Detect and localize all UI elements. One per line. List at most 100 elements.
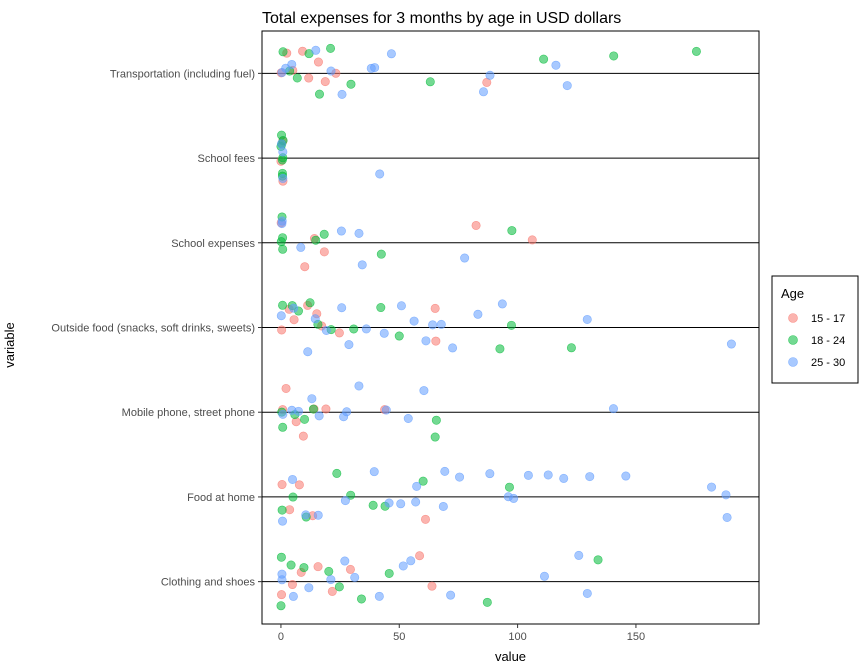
data-point-18-24 bbox=[319, 229, 329, 239]
data-point-25-30 bbox=[384, 498, 394, 508]
x-tick-label: 150 bbox=[627, 631, 645, 643]
data-point-25-30 bbox=[722, 512, 732, 522]
data-point-25-30 bbox=[411, 497, 421, 507]
data-point-15-17 bbox=[471, 220, 481, 230]
data-point-25-30 bbox=[721, 490, 731, 500]
legend-key bbox=[788, 313, 798, 323]
data-point-15-17 bbox=[415, 551, 425, 561]
data-point-18-24 bbox=[384, 568, 394, 578]
x-axis-title: value bbox=[495, 649, 526, 664]
data-point-25-30 bbox=[277, 575, 287, 585]
data-point-25-30 bbox=[419, 386, 429, 396]
data-point-25-30 bbox=[326, 575, 336, 585]
data-point-18-24 bbox=[566, 343, 576, 353]
data-point-25-30 bbox=[304, 583, 314, 593]
data-point-25-30 bbox=[562, 81, 572, 91]
data-point-18-24 bbox=[276, 237, 286, 247]
data-point-25-30 bbox=[403, 413, 413, 423]
data-point-25-30 bbox=[277, 219, 287, 229]
data-point-25-30 bbox=[296, 242, 306, 252]
data-point-25-30 bbox=[460, 253, 470, 263]
data-point-18-24 bbox=[425, 77, 435, 87]
data-point-25-30 bbox=[370, 63, 380, 73]
data-point-18-24 bbox=[292, 73, 302, 83]
data-point-25-30 bbox=[313, 510, 323, 520]
data-point-25-30 bbox=[726, 339, 736, 349]
data-point-18-24 bbox=[376, 303, 386, 313]
data-point-18-24 bbox=[506, 320, 516, 330]
x-axis-ticks: 0 50 100 150 bbox=[278, 624, 645, 643]
chart-title: Total expenses for 3 months by age in US… bbox=[262, 10, 621, 27]
data-point-25-30 bbox=[559, 473, 569, 483]
data-point-15-17 bbox=[277, 480, 287, 490]
data-point-25-30 bbox=[497, 299, 507, 309]
data-point-25-30 bbox=[707, 482, 717, 492]
data-point-15-17 bbox=[527, 235, 537, 245]
data-point-25-30 bbox=[485, 70, 495, 80]
data-point-25-30 bbox=[585, 472, 595, 482]
data-point-18-24 bbox=[376, 249, 386, 259]
data-point-15-17 bbox=[277, 325, 287, 335]
data-point-25-30 bbox=[310, 314, 320, 324]
data-point-25-30 bbox=[311, 45, 321, 55]
data-point-25-30 bbox=[621, 471, 631, 481]
data-point-18-24 bbox=[305, 298, 315, 308]
data-point-15-17 bbox=[289, 315, 299, 325]
data-point-18-24 bbox=[286, 560, 296, 570]
data-point-15-17 bbox=[277, 590, 287, 600]
x-tick-label: 100 bbox=[508, 631, 526, 643]
data-point-15-17 bbox=[345, 564, 355, 574]
data-point-18-24 bbox=[356, 594, 366, 604]
data-point-18-24 bbox=[288, 492, 298, 502]
data-point-25-30 bbox=[369, 467, 379, 477]
data-point-25-30 bbox=[337, 303, 347, 313]
data-point-15-17 bbox=[319, 247, 329, 257]
data-point-25-30 bbox=[278, 409, 288, 419]
data-point-25-30 bbox=[321, 325, 331, 335]
data-point-15-17 bbox=[287, 580, 297, 590]
legend-box bbox=[771, 275, 859, 384]
data-point-15-17 bbox=[334, 328, 344, 338]
data-point-25-30 bbox=[375, 169, 385, 179]
data-point-15-17 bbox=[281, 383, 291, 393]
data-point-15-17 bbox=[294, 480, 304, 490]
data-point-25-30 bbox=[278, 173, 288, 183]
data-point-18-24 bbox=[276, 552, 286, 562]
data-point-15-17 bbox=[313, 57, 323, 67]
data-point-18-24 bbox=[299, 563, 309, 573]
data-point-25-30 bbox=[409, 316, 419, 326]
data-point-18-24 bbox=[495, 344, 505, 354]
legend-key bbox=[788, 335, 798, 345]
data-point-25-30 bbox=[446, 590, 456, 600]
data-point-25-30 bbox=[294, 406, 304, 416]
data-point-25-30 bbox=[337, 89, 347, 99]
data-point-18-24 bbox=[277, 505, 287, 515]
data-point-18-24 bbox=[308, 404, 318, 414]
data-point-25-30 bbox=[478, 87, 488, 97]
data-point-18-24 bbox=[278, 300, 288, 310]
data-point-25-30 bbox=[582, 588, 592, 598]
data-point-25-30 bbox=[421, 336, 431, 346]
legend-label: 18 - 24 bbox=[811, 335, 845, 347]
data-point-25-30 bbox=[303, 347, 313, 357]
data-point-25-30 bbox=[307, 394, 317, 404]
data-point-25-30 bbox=[379, 328, 389, 338]
data-point-18-24 bbox=[314, 89, 324, 99]
y-axis-title: variable bbox=[2, 322, 17, 368]
data-point-18-24 bbox=[334, 582, 344, 592]
data-point-18-24 bbox=[346, 490, 356, 500]
data-point-25-30 bbox=[357, 260, 367, 270]
data-point-25-30 bbox=[386, 49, 396, 59]
data-point-25-30 bbox=[301, 510, 311, 520]
data-point-25-30 bbox=[354, 228, 364, 238]
data-point-25-30 bbox=[278, 147, 288, 157]
data-point-18-24 bbox=[332, 468, 342, 478]
data-point-18-24 bbox=[482, 597, 492, 607]
data-point-25-30 bbox=[344, 340, 354, 350]
data-point-25-30 bbox=[428, 320, 438, 330]
legend-label: 25 - 30 bbox=[811, 357, 845, 369]
data-point-18-24 bbox=[539, 54, 549, 64]
data-point-25-30 bbox=[278, 516, 288, 526]
y-tick-label: Clothing and shoes bbox=[161, 577, 256, 589]
